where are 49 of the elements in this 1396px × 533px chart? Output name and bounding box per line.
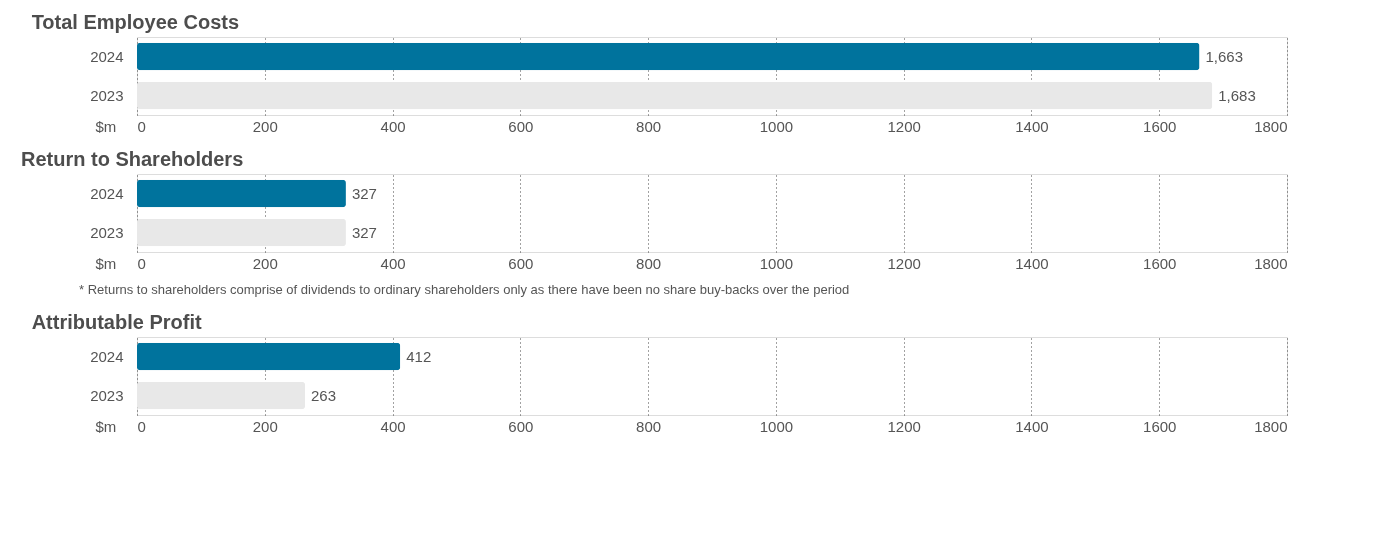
x-tick-label: 200 (252, 254, 278, 272)
x-tick-label: 600 (508, 117, 534, 135)
chart-title: Total Employee Costs (31, 11, 240, 33)
y-tick-label: 2024 (90, 184, 124, 202)
x-tick-label: 1200 (887, 117, 921, 135)
x-tick-label: 800 (636, 254, 662, 272)
y-tick-label: 2024 (90, 347, 124, 365)
x-tick-label: 1600 (1143, 117, 1177, 135)
x-tick-label: 0 (137, 417, 146, 435)
y-tick-label: 2023 (90, 223, 124, 241)
x-tick-label: 1600 (1143, 254, 1177, 272)
x-tick-label: 1400 (1015, 417, 1049, 435)
x-tick-label: 1000 (759, 417, 794, 435)
data-label: 327 (351, 184, 377, 202)
y-tick-label: 2023 (90, 86, 124, 104)
x-tick-label: 200 (252, 417, 278, 435)
x-tick-label: 0 (137, 117, 146, 135)
x-tick-label: 1400 (1015, 254, 1049, 272)
x-tick-label: 600 (508, 254, 534, 272)
chart-title: Attributable Profit (31, 311, 202, 333)
x-tick-label: 1000 (759, 117, 794, 135)
x-axis-title: $m (95, 254, 117, 272)
x-tick-label: 1000 (759, 254, 794, 272)
x-tick-label: 1800 (1254, 117, 1288, 135)
x-tick-label: 0 (137, 254, 146, 272)
text: * Returns to shareholders comprise of dividends to ordinary shareholders only as there have been no share buy-backs over the period (79, 282, 850, 297)
data-label: 1,683 (1218, 86, 1256, 104)
x-axis-title: $m (95, 417, 117, 435)
x-tick-label: 1200 (887, 417, 921, 435)
data-label: 327 (351, 223, 377, 241)
x-tick-label: 1800 (1254, 254, 1288, 272)
data-label: 1,663 (1205, 47, 1244, 65)
x-tick-label: 800 (636, 117, 662, 135)
x-axis-title: $m (95, 117, 117, 135)
x-tick-label: 1800 (1254, 417, 1288, 435)
x-tick-label: 1600 (1143, 417, 1177, 435)
x-tick-label: 1200 (887, 254, 921, 272)
x-tick-label: 1400 (1015, 117, 1049, 135)
x-tick-label: 200 (252, 117, 278, 135)
chart-title: Return to Shareholders (21, 148, 244, 170)
x-tick-label: 600 (508, 417, 534, 435)
data-label: 412 (406, 347, 432, 365)
x-tick-label: 400 (380, 417, 406, 435)
data-label: 263 (311, 386, 337, 404)
x-tick-label: 400 (380, 117, 406, 135)
x-tick-label: 400 (380, 254, 406, 272)
x-tick-label: 800 (636, 417, 662, 435)
y-tick-label: 2024 (90, 47, 124, 65)
y-tick-label: 2023 (90, 386, 124, 404)
